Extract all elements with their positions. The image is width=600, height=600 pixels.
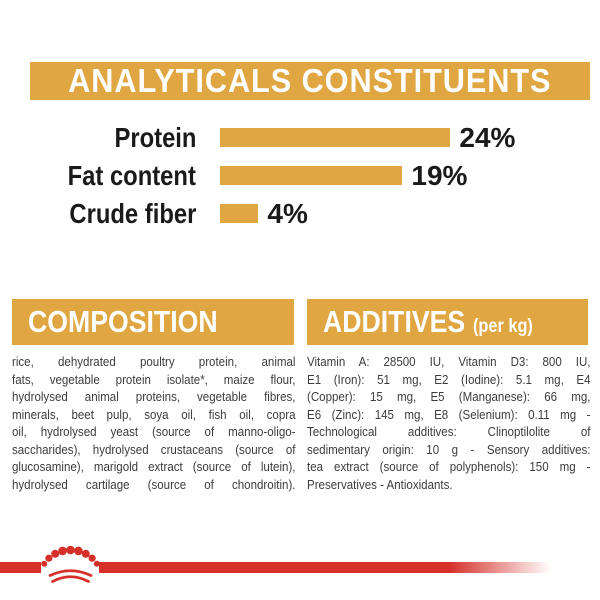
- additives-per-kg-label: (per kg): [472, 316, 533, 337]
- brand-stripe-right: [99, 562, 560, 573]
- body-line: sedimentary origin: 10 g - Sensory addit…: [307, 441, 591, 457]
- chart-bar: [220, 166, 403, 185]
- body-line: Preservatives - Antioxidants.: [307, 476, 453, 492]
- chart-value: 19%: [411, 159, 468, 191]
- chart-bar: [220, 204, 259, 223]
- chart-row-label: Crude fiber: [69, 197, 196, 229]
- body-line: E1 (Iron): 51 mg, E2 (Iodine): 5.1 mg, E…: [307, 371, 591, 387]
- chart-row: Crude fiber 4%: [0, 197, 600, 230]
- body-line: glucosamine), marigold extract (source o…: [12, 459, 296, 474]
- chart-bar: [220, 128, 451, 147]
- body-line: Technological additives: Clinoptilolite …: [307, 424, 591, 439]
- additives-title: ADDITIVES (per kg): [323, 304, 533, 340]
- additives-body-text: Vitamin A: 28500 IU, Vitamin D3: 800 IU,…: [307, 353, 591, 493]
- chart-row-label: Fat content: [67, 159, 196, 191]
- body-line: fats, vegetable protein isolate*, maize …: [12, 371, 296, 387]
- body-line: hydrolysed cartilage (source of chondroi…: [12, 476, 296, 492]
- composition-body-text: rice, dehydrated poultry protein, animal…: [12, 353, 296, 493]
- chart-row: Protein 24%: [0, 121, 600, 154]
- body-line: oil, hydrolysed yeast (source of manno-o…: [12, 424, 296, 439]
- chart-row: Fat content 19%: [0, 159, 600, 192]
- composition-title: COMPOSITION: [28, 304, 218, 339]
- body-line: hydrolysed animal proteins, vegetable fi…: [12, 389, 296, 404]
- body-line: rice, dehydrated poultry protein, animal: [12, 354, 296, 369]
- royal-canin-crown-icon: [41, 545, 100, 583]
- body-line: saccharides), hydrolysed crustaceans (so…: [12, 441, 296, 457]
- chart-value: 4%: [267, 197, 308, 229]
- brand-stripe-left: [0, 562, 41, 573]
- body-line: minerals, beet pulp, soya oil, fish oil,…: [12, 406, 296, 422]
- additives-title-text: ADDITIVES: [323, 304, 466, 339]
- chart-row-label: Protein: [114, 121, 196, 153]
- body-line: E6 (Zinc): 145 mg, E8 (Selenium): 0.11 m…: [307, 406, 591, 422]
- body-line: tea extract (source of polyphenols): 150…: [307, 459, 591, 474]
- composition-header-bar: COMPOSITION: [12, 299, 294, 345]
- chart-value: 24%: [459, 121, 516, 153]
- body-line: (Copper): 15 mg, E5 (Manganese): 66 mg,: [307, 389, 591, 404]
- analytical-constituents-header-bar: ANALYTICALS CONSTITUENTS: [30, 62, 590, 100]
- body-line: Vitamin A: 28500 IU, Vitamin D3: 800 IU,: [307, 354, 591, 369]
- analytical-constituents-title: ANALYTICALS CONSTITUENTS: [68, 62, 552, 99]
- additives-header-bar: ADDITIVES (per kg): [307, 299, 588, 345]
